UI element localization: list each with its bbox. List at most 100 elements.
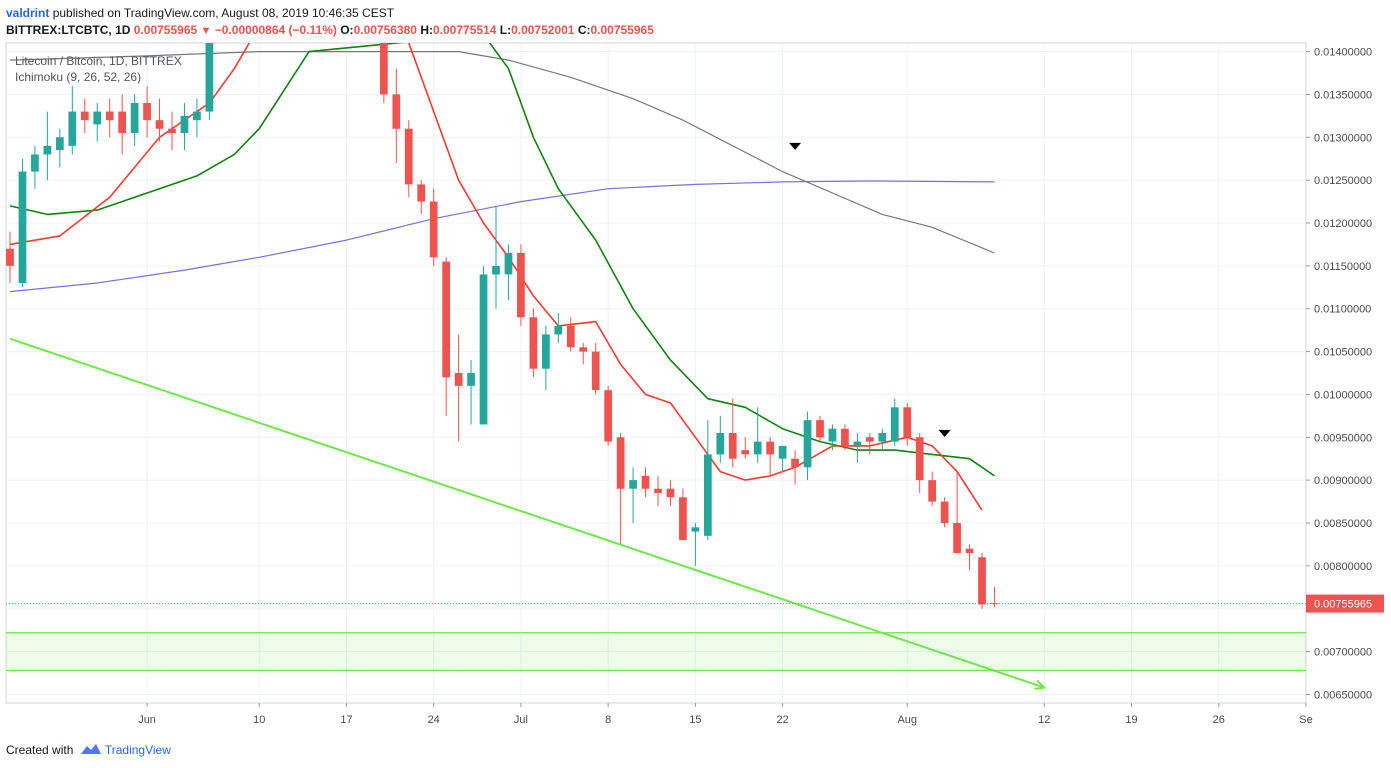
candle-body [205,43,214,112]
candle-body [417,184,426,202]
candle-body [168,128,176,133]
y-tick-label: 0.00950000 [1314,432,1372,444]
candle-body [591,351,600,391]
candle-body [803,420,812,468]
candle-body [442,261,451,378]
candle-body [816,420,824,438]
open-value: 0.00756380 [353,23,417,37]
y-tick-label: 0.00850000 [1314,518,1372,530]
last-price-tag [1306,594,1384,613]
candle-body [679,497,687,541]
candle-body [392,94,401,129]
ma-red-line [9,43,983,511]
x-tick-label: 26 [1213,714,1225,726]
candle-body [18,171,27,283]
y-tick-label: 0.00800000 [1314,561,1372,573]
candle-body [68,111,77,146]
ohlc-line: BITTREX:LTCBTC, 1D 0.00755965 ▼ −0.00000… [6,22,654,38]
y-tick-label: 0.01150000 [1314,261,1371,273]
candle-body [853,441,862,446]
marker-triangle [938,430,951,437]
candle-body [716,433,725,455]
candle-body [741,450,750,455]
candle-body [978,557,986,605]
axes: 0.006500000.007000000.007500000.00800000… [6,47,1384,726]
candle-body [454,373,463,386]
candle-body [517,253,525,318]
x-tick-label: 19 [1125,714,1137,726]
candle-body [903,407,912,438]
trendline-layer [9,142,1047,690]
symbol-label: BITTREX:LTCBTC, 1D [6,23,131,37]
candle-body [928,480,937,502]
tradingview-logo-icon [80,744,101,754]
candle-body [554,325,563,335]
candle-body [155,120,164,129]
ma-blue-line [9,180,995,293]
candle-body [379,43,388,95]
x-tick-label: Se [1299,714,1312,726]
candle-body [666,488,675,498]
down-triangle-icon: ▼ [200,25,212,37]
author-link[interactable]: valdrint [6,6,50,20]
high-value: 0.00775514 [432,23,497,37]
candle-body [778,445,787,459]
low-value: 0.00752001 [511,23,575,37]
candle-body [105,111,114,121]
y-tick-label: 0.00900000 [1314,475,1372,487]
grid [5,42,1307,704]
candle-body [193,111,201,121]
support-zone-layer [6,632,1306,672]
y-tick-label: 0.01400000 [1314,47,1372,59]
candle-body [429,201,438,258]
x-tick-label: 17 [340,714,352,726]
plot-frame [5,42,1307,704]
candle-body [492,265,500,275]
support-zone [6,632,1306,671]
candle-body [118,111,127,133]
y-tick-label: 0.01250000 [1314,175,1372,187]
legend-title: Litecoin / Bitcoin, 1D, BITTREX [15,54,182,68]
candle-body [541,334,550,369]
tradingview-brand[interactable]: TradingView [104,743,171,757]
x-tick-label: 24 [428,714,440,726]
published-text: published on TradingView.com, August 08,… [52,6,395,20]
x-tick-label: 12 [1038,714,1050,726]
y-tick-label: 0.01000000 [1314,389,1372,401]
candle-body [467,373,475,386]
candle-body [753,441,762,455]
x-tick-label: 8 [605,714,611,726]
candle-body [915,437,924,481]
candle-body [143,103,151,121]
candle-body [404,128,413,185]
publish-line: valdrint published on TradingView.com, A… [6,5,394,21]
candle-body [629,480,637,489]
candle-body [990,603,999,605]
legend-indicator: Ichimoku (9, 26, 52, 26) [15,70,142,84]
close-value: 0.00755965 [590,23,654,37]
candles [6,43,999,609]
last-price-label: 0.00755965 [1314,599,1372,611]
candle-body [703,454,712,536]
candle-body [940,501,949,523]
candle-body [953,523,961,553]
candle-body [841,428,849,446]
candle-body [579,347,588,352]
x-tick-label: Jun [138,714,156,726]
candle-body [130,103,139,133]
x-tick-label: 10 [253,714,265,726]
candle-body [180,115,189,133]
candle-body [691,527,700,532]
y-tick-label: 0.01350000 [1314,89,1372,101]
close-label: C: [577,23,591,37]
chart-header: valdrint published on TradingView.com, A… [6,4,1386,40]
y-tick-label: 0.01100000 [1314,304,1371,316]
y-tick-label: 0.00700000 [1314,647,1372,659]
created-with-label: Created with [6,743,74,757]
ma-green-line [9,43,995,477]
candle-body [616,437,625,489]
candle-body [55,137,64,151]
candle-body [766,441,775,455]
x-tick-label: Aug [897,714,917,726]
